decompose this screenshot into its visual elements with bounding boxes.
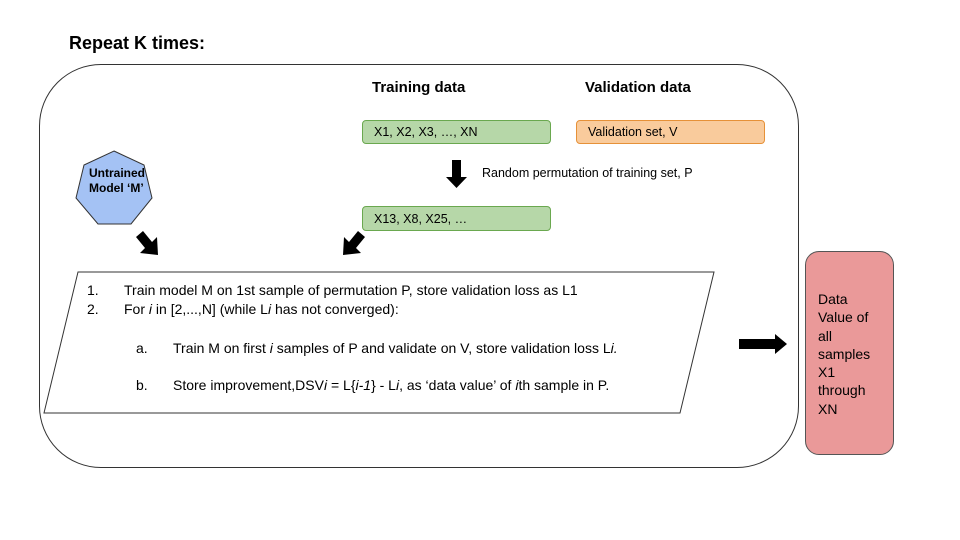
output-line: through [818, 382, 866, 399]
untrained-model-shape [75, 150, 153, 225]
step-a-pre: Train M on first [173, 340, 270, 356]
validation-set-label: Validation set, V [588, 125, 678, 139]
training-set-box: X1, X2, X3, …, XN [362, 120, 551, 144]
model-label-line2: Model ‘M’ [89, 181, 144, 195]
step-a-text: Train M on first i samples of P and vali… [173, 340, 618, 356]
step-2-pre: For [124, 301, 149, 317]
training-set-label: X1, X2, X3, …, XN [374, 125, 478, 139]
down-arrow [446, 160, 467, 188]
output-line: samples [818, 345, 871, 362]
training-data-header: Training data [372, 79, 466, 96]
output-line: Value of [818, 309, 869, 326]
permuted-set-box: X13, X8, X25, … [362, 206, 551, 231]
step-b-number: b. [136, 377, 148, 393]
output-line: all [818, 327, 833, 344]
diagram-title: Repeat K times: [69, 33, 206, 53]
step-2-post: in [2,...,N] (while L [152, 301, 268, 317]
step-a-mid: samples of P and validate on V, store va… [272, 340, 611, 356]
repeat-loop-container [39, 64, 799, 468]
step-a-var-i2: i. [610, 340, 618, 356]
output-box: Data Value of all samples X1 through XN [805, 251, 894, 455]
validation-data-header: Validation data [585, 79, 691, 96]
step-b-var-i3: i [515, 377, 519, 393]
step-2-end: has not converged): [271, 301, 399, 317]
model-label-line1: Untrained [89, 166, 146, 180]
output-line: XN [818, 400, 838, 417]
step-1-text: Train model M on 1st sample of permutati… [124, 282, 578, 298]
step-b-text: Store improvement,DSVi = L{i-1} - Li, as… [173, 377, 609, 393]
model-to-steps-arrow [136, 231, 158, 255]
step-b-mid3: , as ‘data value’ of [399, 377, 516, 393]
step-b-var-i2: i [395, 377, 400, 393]
step-1-number: 1. [87, 282, 99, 298]
steps-parallelogram [43, 271, 715, 414]
step-b-mid2: } - L [371, 377, 396, 393]
steps-to-output-arrow [739, 334, 787, 354]
step-2-number: 2. [87, 301, 99, 317]
validation-set-box: Validation set, V [576, 120, 765, 144]
step-b-mid: = L{ [327, 377, 356, 393]
step-2-var-i: i [148, 301, 153, 317]
step-a-number: a. [136, 340, 148, 356]
step-b-pre: Store improvement,DSV [173, 377, 324, 393]
step-b-var-i: i [323, 377, 328, 393]
output-line: X1 [818, 364, 836, 381]
permuted-set-label: X13, X8, X25, … [374, 211, 468, 226]
step-2-text: For i in [2,...,N] (while Li has not con… [124, 301, 399, 317]
output-line: Data [818, 291, 848, 307]
step-2-var-i2: i [267, 301, 272, 317]
untrained-model-label: Untrained Model ‘M’ [89, 166, 145, 196]
step-b-var-im1: i-1 [355, 377, 372, 393]
output-text: Data Value of all samples X1 through XN [818, 290, 890, 418]
permuted-to-steps-arrow [343, 231, 365, 255]
step-b-end: th sample in P. [518, 377, 610, 393]
step-a-var-i: i [269, 340, 273, 356]
permutation-note: Random permutation of training set, P [482, 166, 693, 180]
